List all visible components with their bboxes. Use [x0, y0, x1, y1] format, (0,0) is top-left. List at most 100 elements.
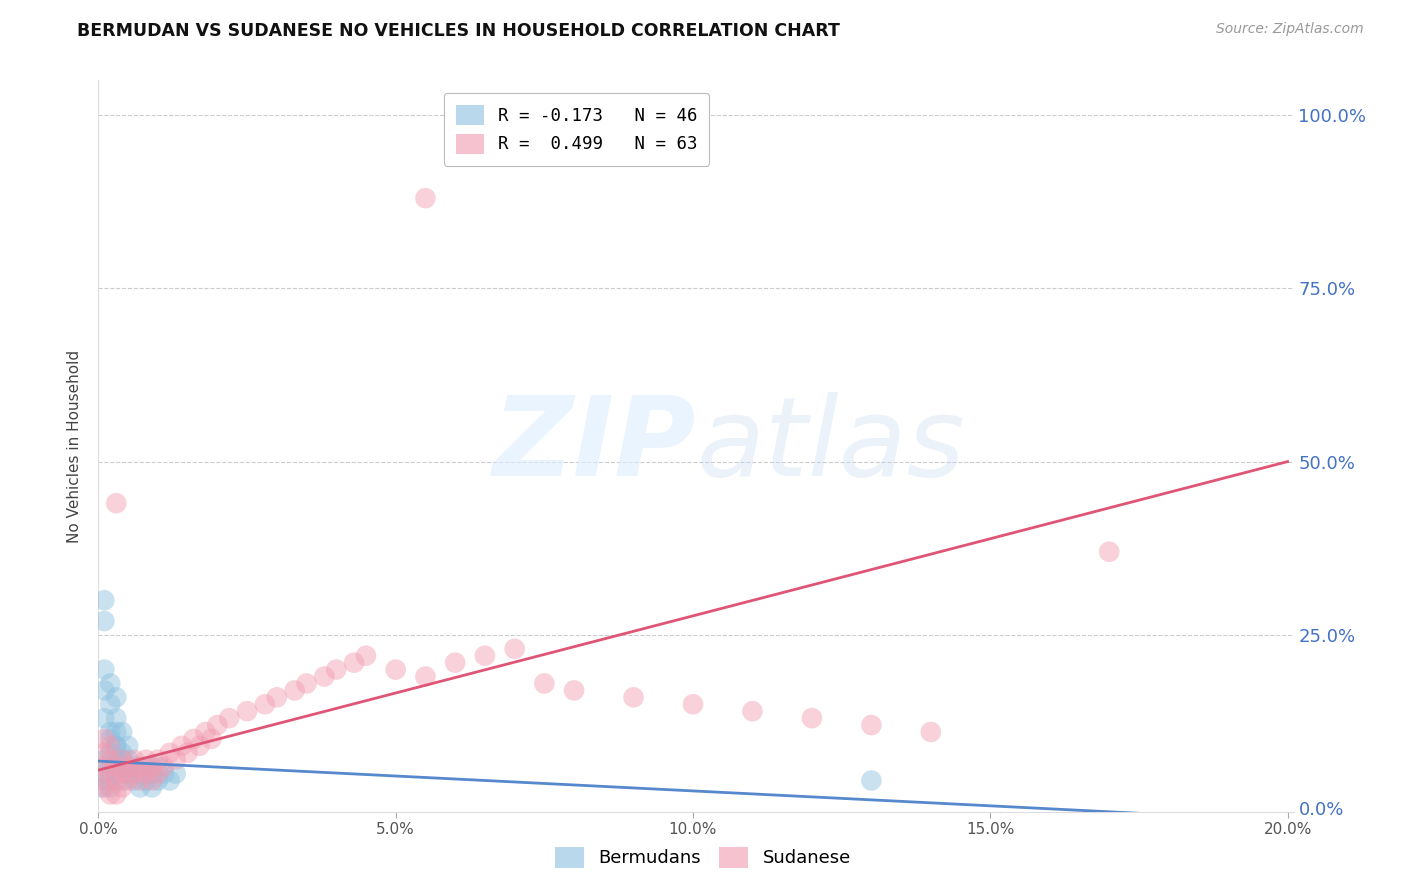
Point	[1098, 545, 1121, 559]
Legend: Bermudans, Sudanese: Bermudans, Sudanese	[544, 836, 862, 879]
Point	[146, 753, 169, 767]
Point	[562, 683, 585, 698]
Point	[105, 711, 128, 725]
Point	[111, 773, 134, 788]
Point	[98, 753, 121, 767]
Point	[415, 191, 437, 205]
Point	[105, 690, 128, 705]
Point	[920, 725, 942, 739]
Point	[93, 766, 115, 780]
Point	[860, 773, 883, 788]
Point	[98, 698, 121, 712]
Point	[135, 753, 157, 767]
Point	[105, 739, 128, 753]
Point	[105, 759, 128, 773]
Point	[207, 718, 229, 732]
Point	[93, 593, 115, 607]
Point	[325, 663, 347, 677]
Point	[111, 780, 134, 795]
Point	[98, 725, 121, 739]
Point	[122, 766, 145, 780]
Y-axis label: No Vehicles in Household: No Vehicles in Household	[67, 350, 83, 542]
Point	[105, 773, 128, 788]
Point	[474, 648, 496, 663]
Point	[111, 753, 134, 767]
Point	[533, 676, 555, 690]
Point	[93, 731, 115, 746]
Point	[98, 766, 121, 780]
Point	[98, 746, 121, 760]
Text: atlas: atlas	[696, 392, 965, 500]
Point	[129, 780, 152, 795]
Point	[200, 731, 222, 746]
Point	[117, 766, 139, 780]
Point	[284, 683, 307, 698]
Point	[135, 759, 157, 773]
Point	[159, 746, 181, 760]
Point	[141, 759, 163, 773]
Point	[354, 648, 377, 663]
Point	[159, 773, 181, 788]
Point	[800, 711, 823, 725]
Point	[415, 669, 437, 683]
Point	[384, 663, 406, 677]
Point	[111, 759, 134, 773]
Point	[105, 739, 128, 753]
Point	[183, 731, 205, 746]
Point	[295, 676, 318, 690]
Point	[153, 766, 176, 780]
Point	[141, 780, 163, 795]
Point	[105, 725, 128, 739]
Point	[153, 759, 176, 773]
Legend: R = -0.173   N = 46, R =  0.499   N = 63: R = -0.173 N = 46, R = 0.499 N = 63	[444, 93, 709, 166]
Point	[96, 773, 118, 788]
Point	[218, 711, 240, 725]
Point	[105, 753, 128, 767]
Point	[314, 669, 336, 683]
Point	[444, 656, 467, 670]
Point	[90, 773, 112, 788]
Point	[165, 753, 187, 767]
Point	[105, 766, 128, 780]
Point	[122, 753, 145, 767]
Point	[105, 496, 128, 510]
Point	[98, 731, 121, 746]
Point	[93, 683, 115, 698]
Point	[176, 746, 198, 760]
Point	[111, 753, 134, 767]
Point	[860, 718, 883, 732]
Point	[93, 663, 115, 677]
Point	[98, 788, 121, 802]
Point	[98, 780, 121, 795]
Point	[98, 759, 121, 773]
Point	[146, 766, 169, 780]
Point	[141, 773, 163, 788]
Point	[93, 753, 115, 767]
Point	[343, 656, 366, 670]
Point	[253, 698, 276, 712]
Point	[93, 614, 115, 628]
Point	[93, 780, 115, 795]
Point	[105, 788, 128, 802]
Point	[117, 766, 139, 780]
Point	[98, 676, 121, 690]
Point	[117, 739, 139, 753]
Text: ZIP: ZIP	[492, 392, 696, 500]
Point	[682, 698, 704, 712]
Point	[111, 746, 134, 760]
Point	[117, 753, 139, 767]
Point	[122, 759, 145, 773]
Text: BERMUDAN VS SUDANESE NO VEHICLES IN HOUSEHOLD CORRELATION CHART: BERMUDAN VS SUDANESE NO VEHICLES IN HOUS…	[77, 22, 841, 40]
Point	[111, 766, 134, 780]
Point	[93, 759, 115, 773]
Point	[117, 773, 139, 788]
Point	[122, 773, 145, 788]
Point	[146, 773, 169, 788]
Point	[129, 773, 152, 788]
Point	[236, 704, 259, 718]
Point	[503, 641, 526, 656]
Point	[194, 725, 217, 739]
Point	[266, 690, 288, 705]
Point	[111, 725, 134, 739]
Text: Source: ZipAtlas.com: Source: ZipAtlas.com	[1216, 22, 1364, 37]
